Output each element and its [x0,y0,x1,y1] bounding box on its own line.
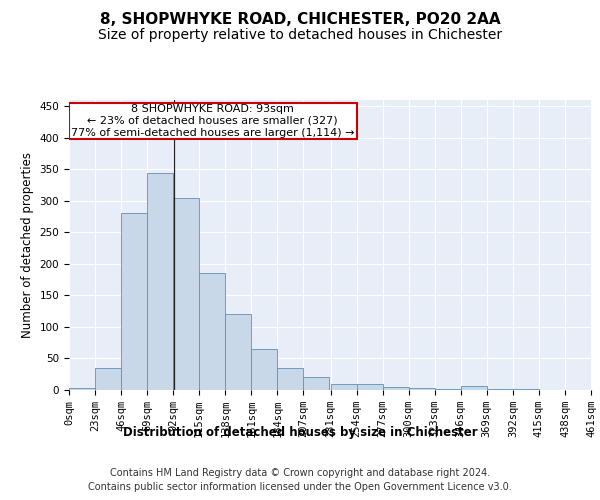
Text: ← 23% of detached houses are smaller (327): ← 23% of detached houses are smaller (32… [88,116,338,126]
Y-axis label: Number of detached properties: Number of detached properties [21,152,34,338]
Bar [435,388,461,390]
Bar [277,368,304,390]
Bar [121,214,147,390]
Text: Size of property relative to detached houses in Chichester: Size of property relative to detached ho… [98,28,502,42]
Bar [304,378,329,390]
Bar [225,314,251,390]
Bar [383,387,409,390]
Text: 8 SHOPWHYKE ROAD: 93sqm: 8 SHOPWHYKE ROAD: 93sqm [131,104,294,114]
Text: Contains public sector information licensed under the Open Government Licence v3: Contains public sector information licen… [88,482,512,492]
Bar [331,384,356,390]
Bar [95,368,121,390]
Text: 77% of semi-detached houses are larger (1,114) →: 77% of semi-detached houses are larger (… [71,128,355,138]
FancyBboxPatch shape [69,102,356,139]
Bar [69,388,95,390]
Bar [199,274,225,390]
Bar [356,384,383,390]
Text: 8, SHOPWHYKE ROAD, CHICHESTER, PO20 2AA: 8, SHOPWHYKE ROAD, CHICHESTER, PO20 2AA [100,12,500,28]
Bar [147,172,173,390]
Bar [251,349,277,390]
Bar [461,386,487,390]
Bar [173,198,199,390]
Bar [487,388,513,390]
Bar [409,388,435,390]
Text: Distribution of detached houses by size in Chichester: Distribution of detached houses by size … [122,426,478,439]
Text: Contains HM Land Registry data © Crown copyright and database right 2024.: Contains HM Land Registry data © Crown c… [110,468,490,477]
